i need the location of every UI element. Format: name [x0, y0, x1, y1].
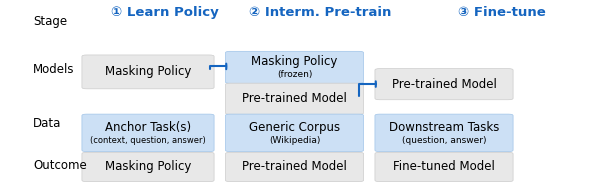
- Text: Pre-trained Model: Pre-trained Model: [242, 92, 347, 105]
- Text: Masking Policy: Masking Policy: [251, 55, 338, 68]
- Text: (frozen): (frozen): [277, 70, 312, 80]
- Text: Masking Policy: Masking Policy: [105, 161, 191, 173]
- Text: Pre-trained Model: Pre-trained Model: [242, 161, 347, 173]
- Text: Pre-trained Model: Pre-trained Model: [392, 78, 496, 91]
- FancyBboxPatch shape: [82, 152, 214, 182]
- FancyBboxPatch shape: [225, 114, 364, 152]
- Text: Anchor Task(s): Anchor Task(s): [105, 121, 191, 134]
- FancyBboxPatch shape: [375, 69, 513, 100]
- FancyBboxPatch shape: [82, 55, 214, 89]
- Text: Fine-tuned Model: Fine-tuned Model: [393, 161, 495, 173]
- Text: Outcome: Outcome: [33, 159, 87, 172]
- Text: (question, answer): (question, answer): [402, 136, 486, 145]
- Text: Data: Data: [33, 117, 61, 130]
- Text: (context, question, answer): (context, question, answer): [90, 136, 206, 145]
- Text: ② Interm. Pre-train: ② Interm. Pre-train: [249, 6, 391, 19]
- FancyBboxPatch shape: [225, 152, 364, 182]
- FancyBboxPatch shape: [82, 114, 214, 152]
- Text: Downstream Tasks: Downstream Tasks: [389, 121, 499, 134]
- Text: (Wikipedia): (Wikipedia): [269, 136, 320, 145]
- Text: Stage: Stage: [33, 15, 67, 28]
- FancyBboxPatch shape: [225, 51, 364, 83]
- FancyBboxPatch shape: [375, 152, 513, 182]
- FancyBboxPatch shape: [225, 83, 364, 114]
- Text: Generic Corpus: Generic Corpus: [249, 121, 340, 134]
- FancyBboxPatch shape: [375, 114, 513, 152]
- Text: Models: Models: [33, 63, 74, 76]
- Text: Masking Policy: Masking Policy: [105, 65, 191, 78]
- Text: ① Learn Policy: ① Learn Policy: [111, 6, 218, 19]
- Text: ③ Fine-tune: ③ Fine-tune: [459, 6, 546, 19]
